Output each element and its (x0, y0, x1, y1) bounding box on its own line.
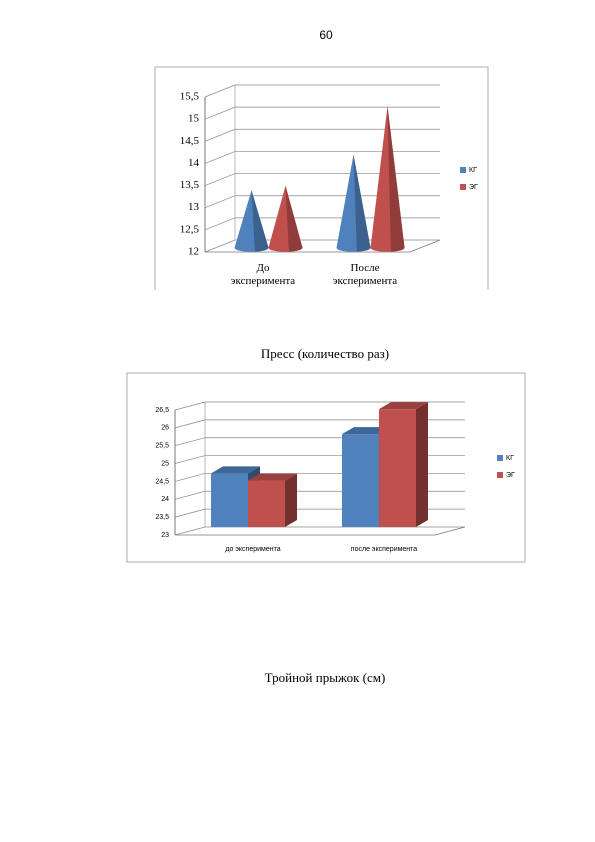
legend-swatch (460, 184, 466, 190)
y-tick-label: 25 (161, 460, 169, 467)
bar (379, 402, 428, 527)
y-tick-label: 13,5 (180, 179, 200, 191)
cone-shade (353, 154, 371, 252)
y-tick-label: 13 (188, 201, 200, 213)
legend-label: ЭГ (506, 472, 515, 479)
x-tick-label: после эксперимента (351, 546, 418, 553)
grid-line (204, 106, 440, 120)
bar-top (211, 466, 260, 474)
floor (205, 239, 441, 253)
caption: Пресс (количество раз) (261, 346, 389, 361)
bar (248, 473, 297, 527)
cone-shade (285, 185, 303, 252)
page-number: 60 (319, 28, 333, 42)
bar-front (342, 434, 379, 527)
y-tick-label: 23,5 (155, 514, 169, 521)
cone (370, 106, 405, 252)
bar-front (379, 409, 416, 527)
x-tick-label: до эксперимента (225, 546, 280, 553)
bar-side (416, 402, 428, 527)
grid-line (204, 217, 440, 231)
cone-shade (251, 190, 269, 252)
x-tick-label: После эксперимента (333, 262, 398, 287)
bar-side (285, 473, 297, 527)
cone-shade (387, 106, 405, 252)
y-tick-label: 15 (188, 113, 200, 125)
bar-top (248, 473, 297, 481)
legend-swatch (497, 455, 503, 461)
grid-line (204, 173, 440, 186)
legend-label: КГ (506, 455, 514, 462)
bar-front (211, 473, 248, 527)
y-tick-label: 26,5 (155, 407, 169, 414)
bar-top (342, 427, 391, 435)
floor (175, 526, 466, 536)
x-tick-label: До эксперимента (231, 262, 296, 287)
y-tick-label: 24 (161, 496, 169, 503)
grid-line (204, 84, 440, 98)
y-tick-label: 12 (188, 246, 199, 258)
y-tick-label: 23 (161, 532, 169, 539)
grid-line (174, 526, 465, 536)
y-tick-label: 14,5 (180, 135, 200, 147)
y-tick-label: 12,5 (180, 223, 200, 235)
legend-label: КГ (469, 167, 477, 174)
cone (234, 190, 269, 252)
y-tick-label: 24,5 (155, 478, 169, 485)
cone (336, 154, 371, 252)
chart-frame (155, 66, 489, 290)
y-tick-label: 26 (161, 425, 169, 432)
chart-frame (126, 372, 526, 563)
bar-front (248, 480, 285, 527)
y-tick-label: 15,5 (180, 91, 200, 103)
legend-label: ЭГ (469, 184, 478, 191)
grid-line (204, 128, 440, 142)
grid-line (204, 195, 440, 209)
grid-line (204, 151, 440, 164)
bar-top (379, 402, 428, 410)
y-tick-label: 25,5 (155, 443, 169, 450)
cone (268, 185, 303, 252)
y-tick-label: 14 (188, 157, 200, 169)
legend-swatch (460, 167, 466, 173)
caption: Тройной прыжок (см) (265, 670, 386, 685)
legend-swatch (497, 472, 503, 478)
